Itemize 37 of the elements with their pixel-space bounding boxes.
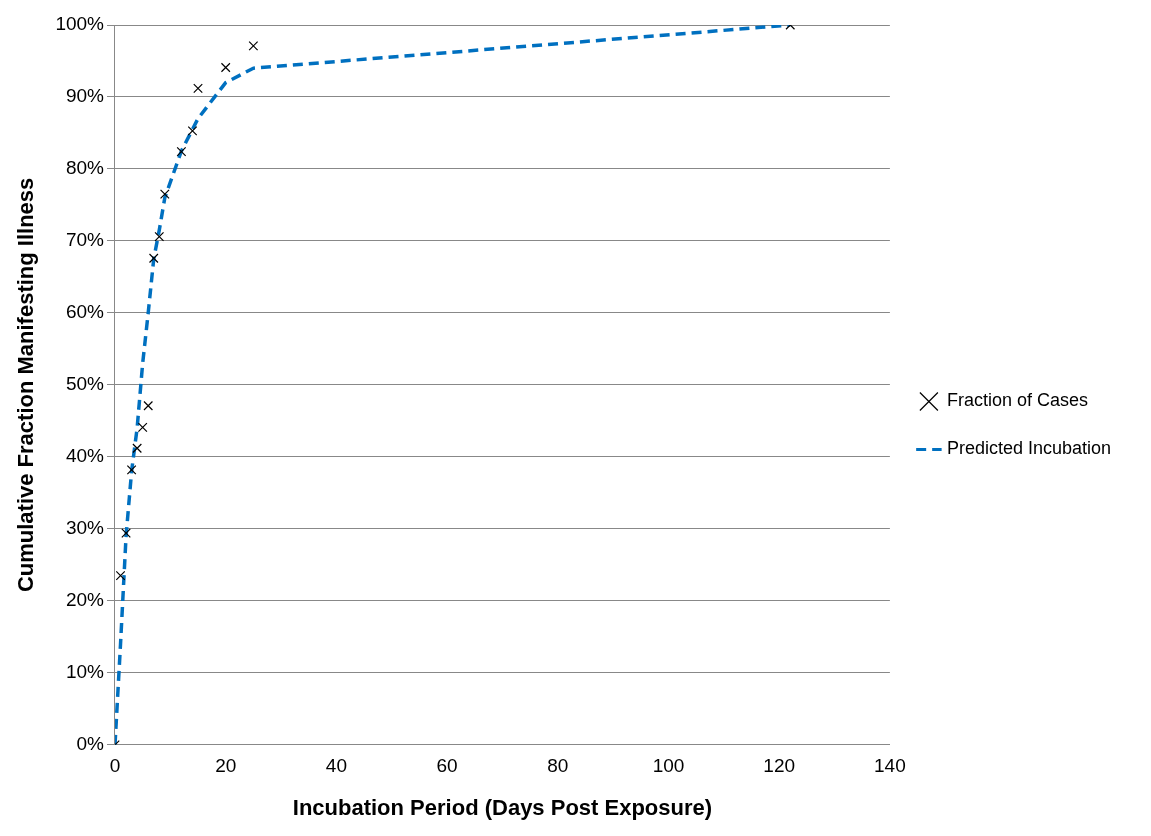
point bbox=[121, 528, 131, 539]
y-tick-label: 30% bbox=[65, 517, 105, 539]
x-tick-label: 40 bbox=[325, 755, 347, 777]
y-tick-label: 40% bbox=[65, 445, 105, 467]
legend-label: Predicted Incubation bbox=[946, 438, 1111, 459]
y-tick-label: 20% bbox=[65, 589, 105, 611]
point bbox=[159, 189, 170, 199]
x-tick-label: 0 bbox=[109, 755, 121, 777]
y-tick-label: 60% bbox=[65, 301, 105, 323]
point bbox=[248, 41, 259, 51]
y-axis-title: Cumulative Fraction Manifesting Illness bbox=[13, 177, 39, 593]
y-tick-label: 90% bbox=[65, 85, 105, 107]
point bbox=[220, 62, 231, 73]
x-tick-label: 80 bbox=[547, 755, 569, 777]
y-tick-label: 10% bbox=[65, 661, 105, 683]
point bbox=[148, 253, 159, 264]
point bbox=[143, 400, 154, 411]
x-axis-title: Incubation Period (Days Post Exposure) bbox=[292, 794, 713, 820]
point bbox=[115, 570, 126, 581]
point bbox=[176, 146, 187, 157]
y-tick-label: 0% bbox=[76, 733, 105, 755]
x-tick-label: 100 bbox=[652, 755, 685, 777]
y-tick-label: 70% bbox=[65, 229, 105, 251]
point bbox=[187, 125, 198, 136]
y-tick-label: 100% bbox=[55, 13, 105, 35]
x-tick-label: 140 bbox=[874, 755, 906, 777]
point bbox=[132, 443, 142, 454]
point bbox=[154, 231, 165, 242]
x-tick-label: 20 bbox=[215, 755, 237, 777]
point bbox=[126, 464, 137, 475]
y-tick-label: 80% bbox=[65, 157, 105, 179]
y-tick-label: 50% bbox=[65, 373, 105, 395]
x-tick-label: 120 bbox=[763, 755, 796, 777]
x-tick-label: 60 bbox=[436, 755, 458, 777]
point bbox=[193, 83, 203, 94]
point bbox=[137, 422, 148, 433]
legend-label: Fraction of Cases bbox=[946, 390, 1088, 411]
